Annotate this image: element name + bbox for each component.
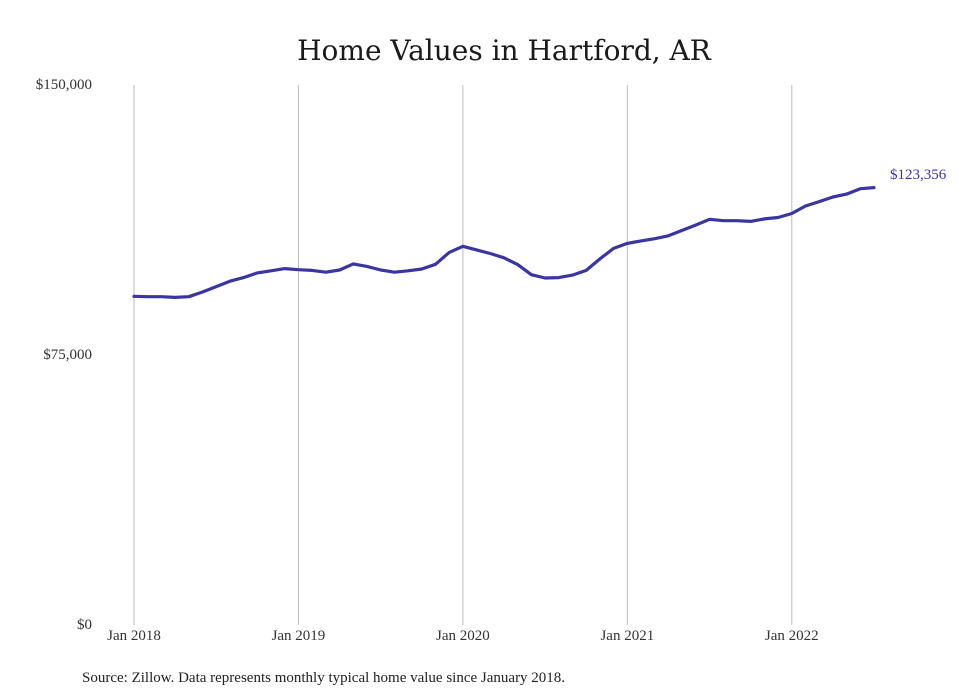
x-axis-ticks: Jan 2018 Jan 2019 Jan 2020 Jan 2021 Jan 2022 bbox=[107, 628, 819, 644]
source-note: Source: Zillow. Data represents monthly … bbox=[82, 670, 565, 686]
chart-title: Home Values in Hartford, AR bbox=[297, 34, 712, 67]
x-tick-label: Jan 2018 bbox=[107, 628, 161, 644]
x-tick-label: Jan 2022 bbox=[765, 628, 819, 644]
y-tick-label: $0 bbox=[77, 617, 92, 633]
y-axis-ticks: $150,000 $75,000 $0 bbox=[36, 77, 92, 633]
y-tick-label: $75,000 bbox=[43, 347, 92, 363]
x-tick-label: Jan 2019 bbox=[272, 628, 326, 644]
x-tick-label: Jan 2021 bbox=[600, 628, 654, 644]
series-line-home-value bbox=[132, 186, 876, 299]
end-value-label: $123,356 bbox=[890, 167, 947, 183]
y-tick-label: $150,000 bbox=[36, 77, 92, 93]
gridlines bbox=[133, 85, 793, 625]
x-tick-label: Jan 2020 bbox=[436, 628, 490, 644]
